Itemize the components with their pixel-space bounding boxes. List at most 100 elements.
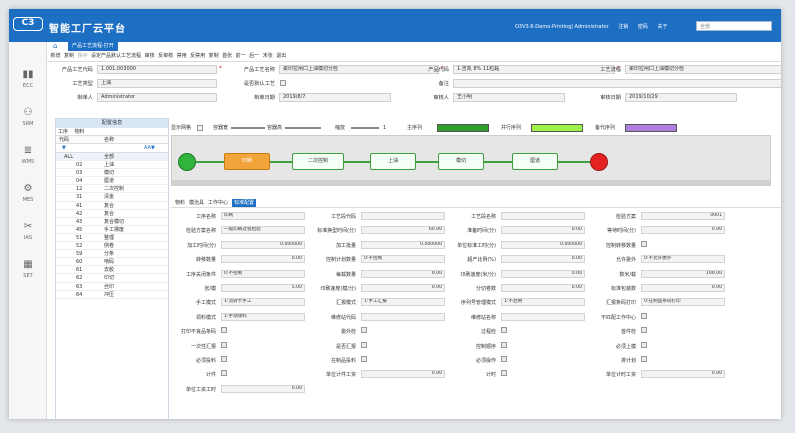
prop-field[interactable]	[361, 312, 445, 321]
flow-node-0[interactable]: 印刷	[224, 153, 270, 170]
main-color-picker[interactable]	[437, 124, 489, 132]
filter-icon[interactable]: ▼	[62, 145, 66, 151]
list-item[interactable]: 52 侧卷	[56, 242, 168, 251]
flow-canvas[interactable]: 印刷 二次控制 上油 模切 厘道	[171, 135, 771, 186]
show-grid-checkbox[interactable]	[197, 125, 203, 131]
list-item[interactable]: 41 复合	[56, 202, 168, 210]
list-item[interactable]: 03 模切	[56, 169, 168, 178]
prop-checkbox[interactable]	[221, 341, 227, 348]
prop-field[interactable]: 1:手工汇报	[361, 298, 445, 307]
prop-field[interactable]: 0.00	[361, 269, 445, 278]
list-item[interactable]: ALL 全部	[56, 153, 168, 162]
toolbar-btn-1[interactable]: 复制	[64, 53, 75, 59]
prop-checkbox[interactable]	[221, 370, 227, 377]
prop-checkbox[interactable]	[221, 327, 227, 334]
nav-item-set[interactable]: ▦ SET	[9, 259, 47, 279]
toolbar-btn-13[interactable]: 退出	[276, 53, 287, 59]
zoom-slider[interactable]	[351, 127, 379, 129]
prop-field[interactable]: 0.000000	[501, 240, 585, 249]
prop-checkbox[interactable]	[501, 356, 507, 362]
prop-field[interactable]: 0:不控制	[221, 269, 305, 278]
prop-field[interactable]: 1:流转卡手工	[221, 298, 305, 307]
backup-color-picker[interactable]	[625, 124, 677, 132]
home-icon[interactable]: ⌂	[53, 42, 58, 50]
width-slider[interactable]	[231, 127, 265, 129]
toolbar-btn-7[interactable]: 反禁用	[190, 53, 206, 59]
prop-checkbox[interactable]	[501, 327, 507, 334]
prop-field[interactable]: 0.00	[501, 284, 585, 292]
prop-field[interactable]: 0.00	[361, 370, 445, 379]
prop-field[interactable]: 0.00	[641, 370, 725, 379]
route-field[interactable]: 柔印拉闸口上油模切分检	[625, 65, 781, 74]
list-item[interactable]: 43 复合模切	[56, 218, 168, 226]
toolbar-btn-6[interactable]: 禁用	[176, 53, 187, 59]
toolbar-btn-9[interactable]: 首张	[222, 53, 233, 59]
prop-tab-2[interactable]: 工作中心	[208, 200, 229, 206]
list-item[interactable]: 60 啃码	[56, 258, 168, 267]
list-item[interactable]: 02 上油	[56, 161, 168, 170]
nav-item-wms[interactable]: ≣ WMS	[9, 145, 47, 165]
list-item[interactable]: 12 二次控制	[56, 185, 168, 194]
prop-checkbox[interactable]	[361, 341, 367, 348]
prop-field[interactable]: 一般印刷过程检验	[221, 226, 305, 235]
nav-item-ecc[interactable]: ▮▮ ECC	[9, 69, 47, 89]
prop-field[interactable]: 0:不控制	[361, 255, 445, 264]
list-item[interactable]: 45 手工摞废	[56, 226, 168, 234]
config-tab-material[interactable]: 物料	[74, 129, 85, 135]
config-tab-process[interactable]: 工序	[58, 129, 69, 135]
flow-scrollbar[interactable]	[172, 180, 770, 185]
prop-field[interactable]	[501, 212, 585, 220]
prop-field[interactable]: 0.00	[501, 226, 585, 235]
audit-date-field[interactable]: 2019/10/29	[625, 93, 737, 102]
prop-field[interactable]: 0.00	[361, 284, 445, 292]
creator-field[interactable]: Administrator	[97, 93, 217, 102]
toolbar-btn-0[interactable]: 新增	[50, 53, 61, 59]
prop-checkbox[interactable]	[361, 327, 367, 334]
prop-field[interactable]	[361, 212, 445, 220]
prop-field[interactable]: 60.00	[361, 226, 445, 235]
prop-field[interactable]: 0001	[641, 212, 725, 220]
prop-field[interactable]: 0.00	[641, 284, 725, 292]
nav-item-srm[interactable]: ⚇ SRM	[9, 107, 47, 127]
flow-node-2[interactable]: 上油	[370, 153, 416, 170]
toolbar-btn-4[interactable]: 审核	[144, 53, 155, 59]
prop-field[interactable]: 0.000000	[221, 240, 305, 249]
prop-field[interactable]: 0.000000	[361, 240, 445, 249]
default-checkbox[interactable]	[280, 80, 286, 86]
list-item[interactable]: 31 清金	[56, 193, 168, 202]
list-item[interactable]: 64 冲压	[56, 291, 168, 299]
auditor-field[interactable]: 王小明	[453, 93, 565, 102]
note-field[interactable]	[453, 79, 781, 88]
prop-field[interactable]: 1:手动领料	[221, 312, 305, 321]
prop-field[interactable]: 1:不启用	[501, 298, 585, 307]
toolbar-btn-10[interactable]: 前一	[235, 53, 246, 59]
toolbar-btn-2[interactable]: 保存	[77, 53, 88, 59]
prop-field[interactable]: 0:不允许委外	[641, 255, 725, 264]
prop-checkbox[interactable]	[641, 240, 647, 247]
product-code-field[interactable]: 1.吉凯 8% 11粒黏	[453, 65, 615, 74]
password-link[interactable]: 密码	[637, 24, 648, 30]
list-item[interactable]: 63 丝印	[56, 283, 168, 291]
nav-item-ias[interactable]: ✂ IAS	[9, 221, 47, 241]
prop-field[interactable]: 0.00	[501, 255, 585, 264]
prop-checkbox[interactable]	[641, 312, 647, 319]
prop-field[interactable]	[501, 312, 585, 321]
prop-field[interactable]: 0.00	[221, 384, 305, 393]
parallel-color-picker[interactable]	[531, 124, 583, 132]
list-item[interactable]: 62 印切	[56, 274, 168, 283]
list-item[interactable]: 42 复合	[56, 210, 168, 218]
toolbar-btn-8[interactable]: 复制	[208, 53, 219, 59]
flow-node-1[interactable]: 二次控制	[292, 153, 344, 170]
prop-checkbox[interactable]	[361, 356, 367, 362]
prop-field[interactable]: 5.00	[221, 284, 305, 292]
process-name-field[interactable]: 柔印拉闸口上油模切分检	[279, 65, 439, 74]
prop-field[interactable]: 印刷	[221, 212, 305, 220]
create-date-field[interactable]: 2019/8/7	[279, 93, 391, 102]
process-type-field[interactable]: 上油	[97, 79, 217, 88]
prop-checkbox[interactable]	[501, 370, 507, 377]
prop-tab-0[interactable]: 物料	[175, 200, 186, 206]
process-code-field[interactable]: 1.001.003000	[97, 65, 217, 74]
prop-field[interactable]: 0.00	[221, 255, 305, 264]
about-link[interactable]: 关于	[657, 24, 668, 30]
height-slider[interactable]	[285, 127, 321, 129]
